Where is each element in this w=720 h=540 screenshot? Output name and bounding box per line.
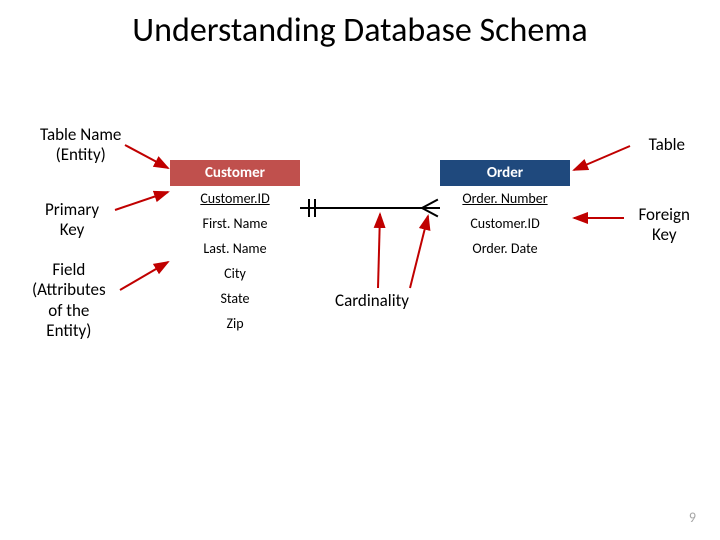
entity-order-field: Order. Date bbox=[440, 236, 570, 261]
label-fk-l1: Foreign bbox=[638, 204, 690, 225]
entity-customer: Customer Customer.ID First. Name Last. N… bbox=[170, 160, 300, 336]
entity-order: Order Order. Number Customer.ID Order. D… bbox=[440, 160, 570, 261]
label-fk-l2: Key bbox=[652, 224, 677, 245]
arrow-field-to-lastname bbox=[120, 262, 168, 290]
arrow-table-to-order bbox=[574, 146, 630, 170]
entity-customer-field: Customer.ID bbox=[170, 186, 300, 211]
entity-order-header: Order bbox=[440, 160, 570, 186]
entity-customer-field: State bbox=[170, 286, 300, 311]
label-table-name-l2: (Entity) bbox=[56, 144, 106, 165]
label-field-l2: (Attributes bbox=[32, 279, 106, 300]
arrow-pk-to-customerid bbox=[115, 192, 168, 210]
arrow-cardinality-to-line bbox=[378, 214, 380, 288]
cardinality-one-tick bbox=[308, 199, 310, 217]
page-number: 9 bbox=[689, 509, 696, 526]
label-foreign-key: Foreign Key bbox=[638, 205, 690, 246]
label-table: Table bbox=[649, 135, 685, 155]
entity-customer-field: Zip bbox=[170, 311, 300, 336]
label-field: Field (Attributes of the Entity) bbox=[32, 260, 106, 342]
label-field-l1: Field bbox=[52, 259, 85, 280]
label-primary-key: Primary Key bbox=[45, 200, 99, 241]
crows-foot-icon bbox=[422, 200, 440, 216]
relationship-line bbox=[300, 207, 440, 209]
label-pk-l1: Primary bbox=[45, 199, 99, 220]
label-field-l3: of the bbox=[48, 300, 89, 321]
label-cardinality: Cardinality bbox=[335, 290, 409, 311]
label-pk-l2: Key bbox=[60, 219, 85, 240]
entity-customer-field: First. Name bbox=[170, 211, 300, 236]
label-table-name: Table Name (Entity) bbox=[40, 125, 121, 166]
label-field-l4: Entity) bbox=[46, 320, 91, 341]
entity-order-field: Customer.ID bbox=[440, 211, 570, 236]
entity-customer-header: Customer bbox=[170, 160, 300, 186]
cardinality-one-tick bbox=[314, 199, 316, 217]
arrow-cardinality-to-crow bbox=[410, 216, 428, 288]
label-table-name-l1: Table Name bbox=[40, 124, 121, 145]
entity-customer-field: Last. Name bbox=[170, 236, 300, 261]
arrow-tablename-to-header bbox=[125, 145, 168, 168]
entity-customer-field: City bbox=[170, 261, 300, 286]
slide-title: Understanding Database Schema bbox=[0, 10, 720, 51]
entity-order-field: Order. Number bbox=[440, 186, 570, 211]
annotation-arrows bbox=[0, 0, 720, 540]
